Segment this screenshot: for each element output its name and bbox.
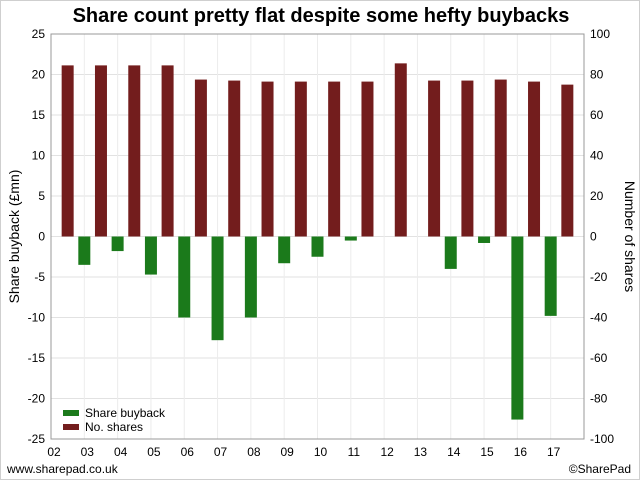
bar-no-shares xyxy=(428,80,441,237)
y-right-tick-label: 60 xyxy=(590,108,604,122)
bar-share-buyback xyxy=(544,236,557,316)
bar-share-buyback xyxy=(344,236,357,241)
y-right-tick-label: 0 xyxy=(590,230,597,244)
y-right-tick-label: -60 xyxy=(590,351,608,365)
legend-swatch-share-buyback xyxy=(63,410,79,416)
bar-share-buyback xyxy=(478,236,491,243)
y-right-tick-label: -40 xyxy=(590,311,608,325)
y-left-tick-label: 20 xyxy=(32,68,46,82)
y-right-tick-label: 20 xyxy=(590,189,604,203)
bar-no-shares xyxy=(394,63,407,237)
bar-share-buyback xyxy=(244,236,257,318)
bar-no-shares xyxy=(161,65,174,237)
x-tick-label: 04 xyxy=(114,445,128,459)
y-right-tick-label: 80 xyxy=(590,68,604,82)
bar-share-buyback xyxy=(111,236,124,252)
legend-label-no-shares: No. shares xyxy=(85,420,144,434)
legend-label-share-buyback: Share buyback xyxy=(85,406,166,420)
y-right-tick-label: -80 xyxy=(590,392,608,406)
bar-share-buyback xyxy=(78,236,91,265)
x-tick-label: 08 xyxy=(247,445,261,459)
x-tick-label: 09 xyxy=(281,445,295,459)
bar-share-buyback xyxy=(511,236,524,420)
y-right-axis-title: Number of shares xyxy=(622,181,638,292)
y-right-tick-label: -100 xyxy=(590,432,614,446)
bar-no-shares xyxy=(228,80,241,237)
x-tick-label: 13 xyxy=(414,445,428,459)
bar-no-shares xyxy=(328,81,341,237)
y-left-tick-label: 10 xyxy=(32,149,46,163)
plot-area xyxy=(50,33,585,440)
chart-title: Share count pretty flat despite some hef… xyxy=(72,5,570,27)
y-left-tick-label: 0 xyxy=(38,230,45,244)
bar-share-buyback xyxy=(211,236,224,341)
x-tick-label: 14 xyxy=(447,445,461,459)
x-tick-label: 03 xyxy=(81,445,95,459)
bar-no-shares xyxy=(494,79,507,237)
x-tick-label: 15 xyxy=(480,445,494,459)
y-left-tick-label: 5 xyxy=(38,189,45,203)
y-left-tick-label: 25 xyxy=(32,27,46,41)
x-tick-label: 10 xyxy=(314,445,328,459)
footer-copyright: ©SharePad xyxy=(568,462,631,476)
legend-item-no-shares: No. shares xyxy=(63,420,165,434)
bar-no-shares xyxy=(194,79,207,237)
legend-item-share-buyback: Share buyback xyxy=(63,406,165,420)
legend: Share buyback No. shares xyxy=(63,406,165,434)
x-tick-label: 11 xyxy=(348,445,361,459)
legend-swatch-no-shares xyxy=(63,424,79,430)
bar-share-buyback xyxy=(311,236,324,257)
bar-no-shares xyxy=(261,81,274,237)
bar-share-buyback xyxy=(178,236,191,318)
bar-no-shares xyxy=(528,81,541,237)
x-tick-label: 16 xyxy=(514,445,528,459)
y-right-tick-label: 40 xyxy=(590,149,604,163)
y-left-tick-label: -25 xyxy=(28,432,46,446)
bar-no-shares xyxy=(461,80,474,237)
y-left-tick-label: -5 xyxy=(34,270,45,284)
bar-no-shares xyxy=(128,65,141,237)
bar-no-shares xyxy=(61,65,74,237)
bar-no-shares xyxy=(294,81,307,237)
y-left-tick-label: 15 xyxy=(32,108,46,122)
x-tick-label: 17 xyxy=(547,445,561,459)
y-left-tick-label: -20 xyxy=(28,392,46,406)
footer-source: www.sharepad.co.uk xyxy=(7,462,118,476)
bar-share-buyback xyxy=(144,236,157,275)
y-right-tick-label: 100 xyxy=(590,27,610,41)
x-tick-label: 05 xyxy=(147,445,161,459)
bar-no-shares xyxy=(561,84,574,237)
bar-share-buyback xyxy=(278,236,291,264)
x-tick-label: 02 xyxy=(47,445,61,459)
bar-share-buyback xyxy=(444,236,457,269)
x-tick-label: 12 xyxy=(380,445,394,459)
y-left-axis-title: Share buyback (£mn) xyxy=(6,170,22,304)
bar-no-shares xyxy=(361,81,374,237)
y-left-tick-label: -15 xyxy=(28,351,46,365)
y-left-tick-label: -10 xyxy=(28,311,46,325)
y-right-tick-label: -20 xyxy=(590,270,608,284)
x-tick-label: 07 xyxy=(214,445,228,459)
x-tick-label: 06 xyxy=(181,445,195,459)
bar-no-shares xyxy=(94,65,107,237)
